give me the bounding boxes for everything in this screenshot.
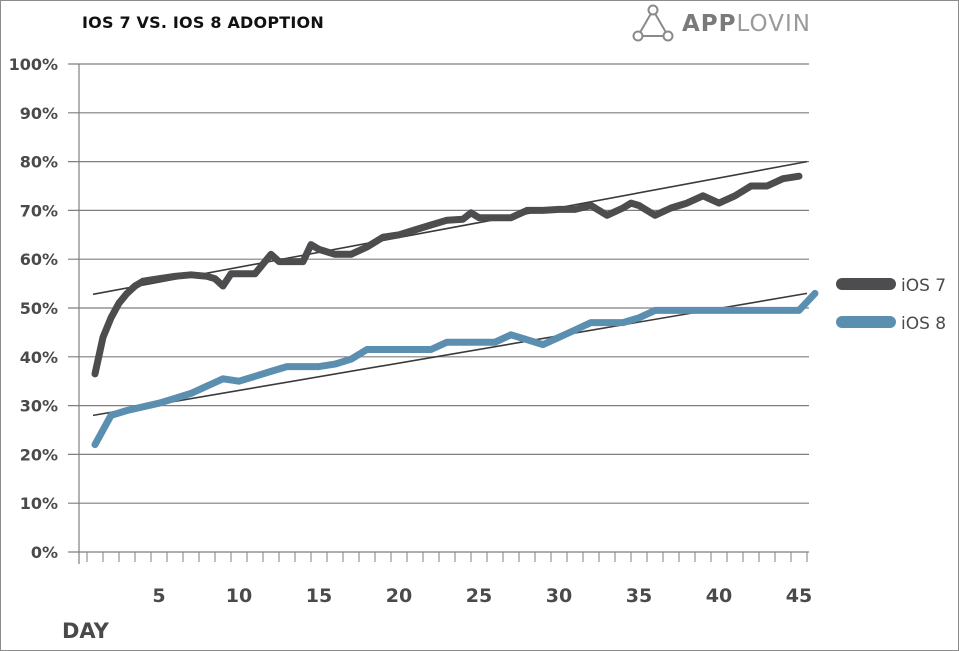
x-tick-label: 15: [306, 585, 332, 607]
y-tick-label: 10%: [20, 494, 58, 513]
x-tick-label: 30: [546, 585, 572, 607]
y-tick-label: 70%: [20, 201, 58, 220]
x-tick-label: 10: [226, 585, 252, 607]
y-tick-label: 50%: [20, 299, 58, 318]
ios-7-trendline: [92, 160, 808, 296]
y-tick-label: 80%: [20, 153, 58, 172]
y-tick-label: 60%: [20, 250, 58, 269]
x-tick-label: 35: [626, 585, 652, 607]
y-tick-label: 40%: [20, 348, 58, 367]
brand-name: APPLOVIN: [682, 11, 811, 37]
y-tick-label: 20%: [20, 445, 58, 464]
applovin-triangle-logo-icon: [632, 4, 674, 42]
y-tick-label: 0%: [31, 543, 58, 562]
x-tick-label: 45: [786, 585, 812, 607]
brand-logo: APPLOVIN: [630, 2, 811, 46]
x-tick-label: 5: [152, 585, 165, 607]
legend-label-ios-7: iOS 7: [901, 276, 946, 296]
ios-8-series-line: [91, 289, 819, 449]
x-tick-label: 20: [386, 585, 412, 607]
x-tick-label: 40: [706, 585, 732, 607]
x-tick-label: 25: [466, 585, 492, 607]
brand-name-bold: APP: [682, 11, 737, 37]
y-tick-label: 90%: [20, 104, 58, 123]
legend-label-ios-8: iOS 8: [901, 314, 946, 334]
ios-7-series-line: [91, 172, 803, 378]
y-tick-label: 30%: [20, 397, 58, 416]
brand-name-light: LOVIN: [736, 11, 811, 37]
x-axis-label: DAY: [62, 619, 110, 643]
chart-title: IOS 7 VS. IOS 8 ADOPTION: [82, 13, 324, 32]
y-tick-label: 100%: [9, 55, 58, 74]
